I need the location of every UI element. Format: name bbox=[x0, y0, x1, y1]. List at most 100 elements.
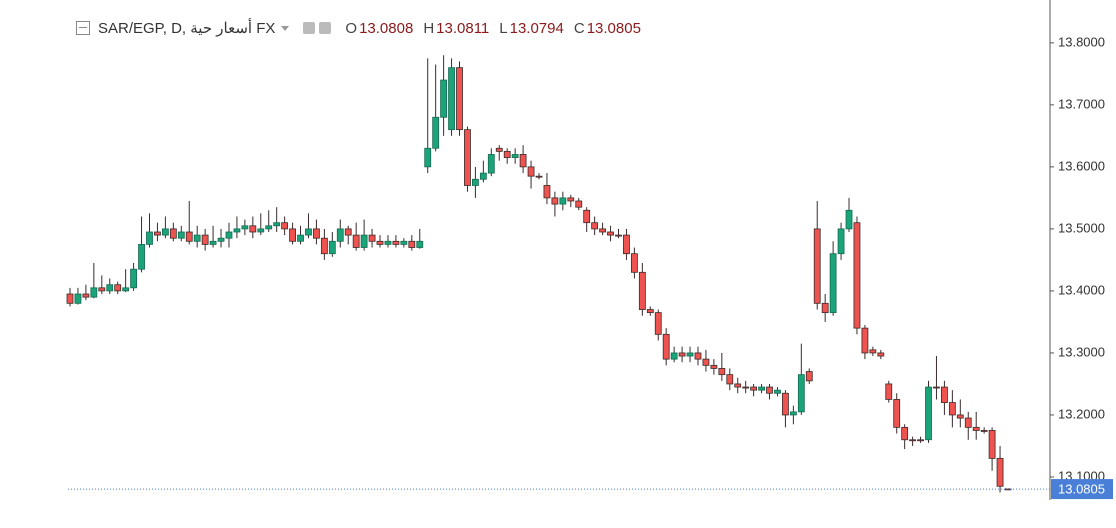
candle-body bbox=[575, 200, 583, 208]
y-tick-label: 13.6000 bbox=[1058, 158, 1105, 173]
dropdown-arrow[interactable] bbox=[281, 25, 290, 31]
ohlc-label: H bbox=[423, 19, 435, 37]
candle-body bbox=[996, 457, 1004, 487]
candle-body bbox=[392, 240, 400, 245]
candle-body bbox=[360, 234, 368, 248]
ohlc-item: O 13.0808 bbox=[345, 20, 413, 37]
candle-body bbox=[861, 327, 869, 354]
y-tick-label: 13.3000 bbox=[1058, 344, 1105, 359]
candle-body bbox=[90, 287, 98, 298]
candle-body bbox=[440, 79, 448, 118]
candle-body bbox=[400, 240, 408, 245]
candle-body bbox=[66, 293, 74, 304]
settings-icon[interactable] bbox=[303, 22, 316, 34]
candle-body bbox=[193, 234, 201, 242]
candle-body bbox=[185, 231, 193, 242]
ohlc-value: 13.0811 bbox=[436, 19, 490, 37]
candle-body bbox=[583, 209, 591, 224]
candle-body bbox=[599, 228, 606, 233]
candle-body bbox=[161, 228, 169, 236]
ohlc-item: C 13.0805 bbox=[574, 20, 641, 37]
collapse-icon[interactable] bbox=[76, 21, 90, 35]
ohlc-values: O 13.0808 H 13.0811 L 13.0794 C 13.0805 bbox=[335, 20, 641, 37]
candle-body bbox=[893, 399, 901, 428]
candle-body bbox=[925, 386, 932, 441]
candle-body bbox=[694, 352, 702, 360]
last-price-box bbox=[1051, 479, 1113, 500]
candle-body bbox=[877, 352, 885, 357]
candle-body bbox=[948, 402, 956, 416]
candle-body bbox=[487, 154, 495, 174]
candle-body bbox=[74, 293, 82, 304]
candle-body bbox=[853, 222, 861, 329]
candle-body bbox=[82, 293, 90, 298]
candle-body bbox=[758, 386, 765, 391]
y-tick-label: 13.8000 bbox=[1058, 34, 1105, 49]
candle-body bbox=[718, 368, 726, 376]
candle-body bbox=[233, 228, 241, 233]
candle-body bbox=[479, 172, 487, 180]
candle-body bbox=[686, 352, 694, 357]
ohlc-value: 13.0805 bbox=[586, 19, 641, 37]
candle-body bbox=[114, 284, 122, 292]
candle-body bbox=[885, 383, 893, 400]
candle-body bbox=[917, 439, 924, 442]
candle-body bbox=[623, 234, 630, 255]
candle-body bbox=[344, 228, 352, 236]
chart-header: SAR/EGP, D, أسعار حية FX O 13.0808 H 13.081… bbox=[76, 17, 641, 39]
candle-body bbox=[670, 352, 678, 360]
candle-body bbox=[472, 178, 479, 186]
candle-body bbox=[742, 386, 750, 389]
candle-body bbox=[774, 389, 781, 394]
candle-body bbox=[710, 364, 718, 369]
candle-body bbox=[320, 237, 328, 255]
candle-body bbox=[384, 240, 392, 245]
candle-body bbox=[217, 237, 225, 242]
ohlc-value: 13.0808 bbox=[359, 19, 414, 37]
candle-body bbox=[519, 154, 527, 168]
candle-body bbox=[956, 414, 964, 419]
candle-body bbox=[702, 358, 710, 366]
candle-body bbox=[336, 228, 344, 242]
candle-body bbox=[615, 234, 622, 237]
candle-body bbox=[766, 386, 773, 394]
candle-body bbox=[646, 309, 654, 314]
candle-body bbox=[972, 426, 980, 431]
ohlc-value: 13.0794 bbox=[509, 19, 564, 37]
candle-body bbox=[289, 228, 296, 242]
candle-body bbox=[130, 268, 137, 289]
ohlc-label: O bbox=[345, 19, 358, 37]
candle-body bbox=[416, 240, 424, 248]
candle-body bbox=[726, 374, 734, 385]
candle-body bbox=[352, 234, 360, 248]
candle-body bbox=[964, 417, 972, 428]
candle-body bbox=[201, 234, 209, 245]
candle-body bbox=[257, 228, 265, 233]
settings-icon[interactable] bbox=[319, 22, 332, 34]
candle-body bbox=[297, 234, 304, 242]
candle-body bbox=[225, 231, 233, 239]
candle-body bbox=[273, 222, 281, 227]
candle-body bbox=[169, 228, 177, 239]
candle-body bbox=[845, 209, 853, 230]
y-tick-label: 13.2000 bbox=[1058, 406, 1105, 421]
candle-body bbox=[376, 240, 384, 245]
candle-body bbox=[146, 231, 153, 245]
y-tick-label: 13.5000 bbox=[1058, 220, 1105, 235]
candle-body bbox=[448, 67, 455, 131]
candle-body bbox=[988, 430, 996, 459]
candle-body bbox=[456, 67, 463, 131]
candle-body bbox=[527, 166, 535, 177]
candle-body bbox=[559, 197, 567, 205]
candle-body bbox=[495, 147, 503, 152]
candle-body bbox=[424, 147, 432, 168]
candle-body bbox=[209, 240, 217, 245]
candle-body bbox=[734, 383, 742, 388]
candle-body bbox=[313, 228, 320, 239]
candle-body bbox=[567, 197, 575, 202]
candle-body bbox=[869, 349, 877, 354]
candle-body bbox=[551, 197, 559, 205]
candle-body bbox=[591, 222, 599, 230]
